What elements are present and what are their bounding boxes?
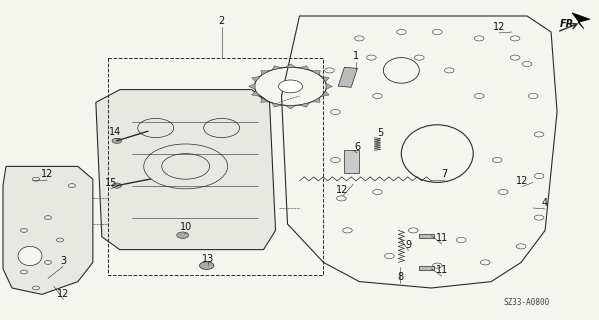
Polygon shape (321, 91, 329, 96)
Polygon shape (299, 66, 309, 70)
Text: 10: 10 (180, 222, 192, 232)
Polygon shape (252, 91, 260, 96)
Polygon shape (321, 76, 329, 82)
Text: 8: 8 (397, 272, 403, 282)
Polygon shape (272, 103, 282, 107)
Text: 3: 3 (60, 256, 66, 266)
Bar (419, 266, 434, 270)
Text: 1: 1 (353, 51, 359, 61)
Circle shape (199, 262, 214, 269)
Text: 6: 6 (354, 142, 360, 152)
Text: 2: 2 (219, 16, 225, 26)
Polygon shape (272, 66, 282, 70)
Bar (344, 150, 359, 173)
Polygon shape (572, 13, 590, 29)
Polygon shape (312, 71, 320, 75)
Polygon shape (285, 64, 296, 68)
Text: 12: 12 (516, 176, 528, 186)
Circle shape (177, 232, 189, 238)
Text: 13: 13 (202, 254, 214, 264)
Text: 15: 15 (105, 178, 117, 188)
Text: 12: 12 (337, 185, 349, 196)
Polygon shape (299, 103, 309, 107)
Circle shape (279, 80, 302, 93)
Circle shape (112, 138, 122, 143)
Bar (108, 58, 323, 275)
Text: 7: 7 (441, 169, 447, 180)
Text: FR.: FR. (560, 19, 578, 29)
Text: 4: 4 (542, 198, 548, 208)
Polygon shape (3, 166, 93, 294)
Polygon shape (252, 76, 260, 82)
Text: 9: 9 (406, 240, 412, 250)
Polygon shape (285, 105, 296, 109)
Polygon shape (312, 98, 320, 102)
Circle shape (112, 183, 122, 188)
Text: 11: 11 (436, 233, 448, 244)
Polygon shape (261, 71, 269, 75)
Polygon shape (261, 98, 269, 102)
Polygon shape (326, 84, 332, 89)
Text: 12: 12 (493, 22, 505, 32)
Bar (419, 234, 434, 238)
Text: 14: 14 (109, 127, 121, 137)
Text: 12: 12 (41, 169, 53, 180)
Text: 5: 5 (377, 128, 383, 138)
Polygon shape (96, 90, 276, 250)
Text: 11: 11 (436, 265, 448, 276)
Polygon shape (249, 84, 255, 89)
Text: 12: 12 (58, 289, 69, 299)
Ellipse shape (18, 246, 42, 266)
Text: SZ33-A0800: SZ33-A0800 (503, 298, 549, 307)
Bar (338, 67, 358, 87)
